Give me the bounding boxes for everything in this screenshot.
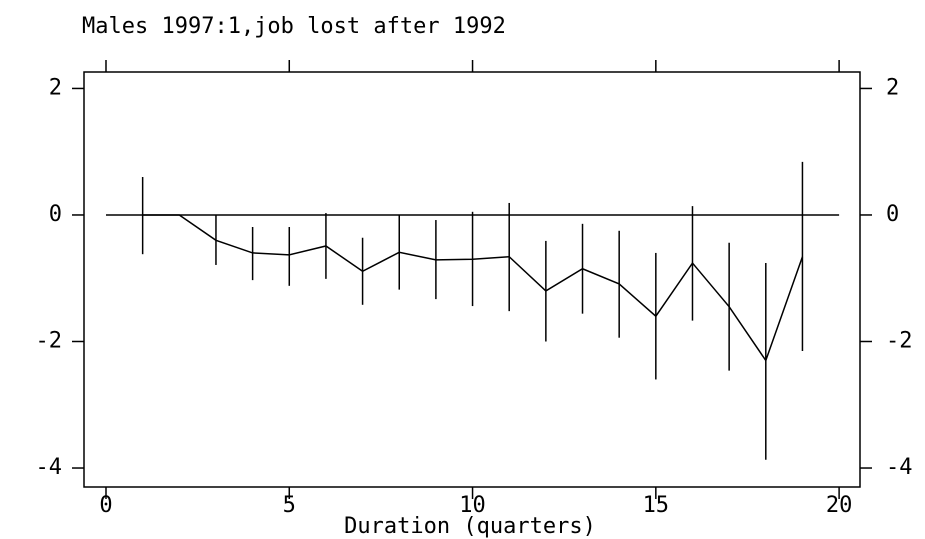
x-tick-label: 20 xyxy=(826,493,853,518)
y2-tick-label: 2 xyxy=(886,75,899,100)
y-tick-label: -4 xyxy=(36,455,63,480)
y-tick-label: 0 xyxy=(49,202,62,227)
y-tick-label: -2 xyxy=(36,328,63,353)
x-axis-label: Duration (quarters) xyxy=(344,514,596,539)
x-tick-label: 15 xyxy=(643,493,670,518)
y2-tick-label: -2 xyxy=(886,328,913,353)
x-tick-label: 10 xyxy=(459,493,486,518)
y2-tick-label: 0 xyxy=(886,202,899,227)
x-tick-label: 5 xyxy=(283,493,296,518)
y2-tick-label: -4 xyxy=(886,455,913,480)
data-line xyxy=(142,214,804,363)
x-tick-label: 0 xyxy=(99,493,112,518)
chart-title: Males 1997:1,job lost after 1992 xyxy=(82,14,506,39)
y-tick-label: 2 xyxy=(49,75,62,100)
